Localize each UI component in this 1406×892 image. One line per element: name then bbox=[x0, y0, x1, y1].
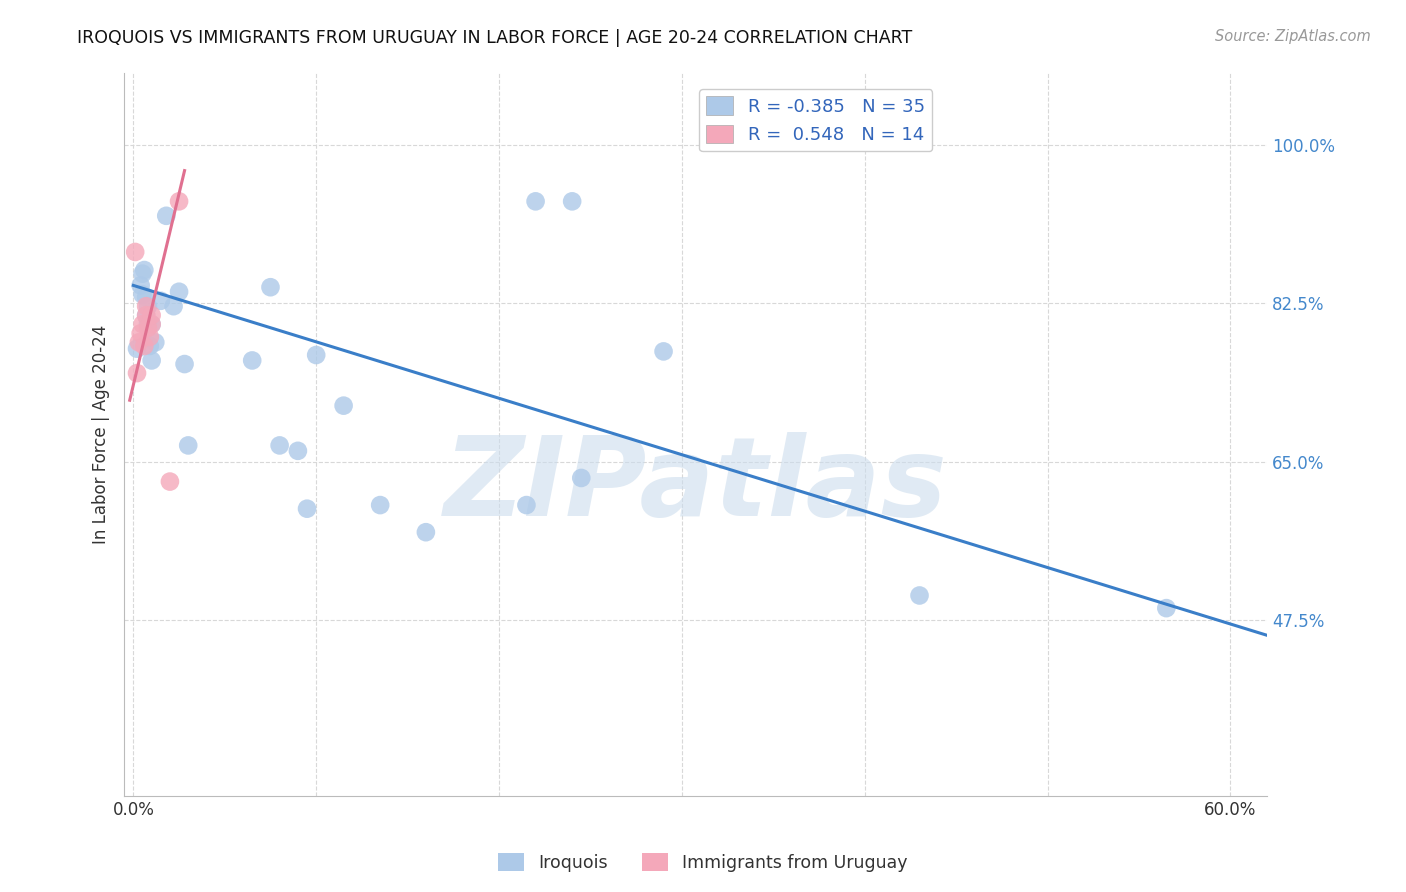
Text: ZIPatlas: ZIPatlas bbox=[444, 432, 948, 539]
Text: Source: ZipAtlas.com: Source: ZipAtlas.com bbox=[1215, 29, 1371, 44]
Point bbox=[269, 438, 291, 452]
Y-axis label: In Labor Force | Age 20-24: In Labor Force | Age 20-24 bbox=[93, 325, 110, 544]
Point bbox=[524, 194, 547, 209]
Point bbox=[167, 194, 190, 209]
Point bbox=[287, 443, 309, 458]
Point bbox=[167, 285, 190, 299]
Point bbox=[908, 589, 931, 603]
Point bbox=[135, 308, 157, 322]
Point bbox=[295, 501, 318, 516]
Point bbox=[159, 475, 181, 489]
Point bbox=[240, 353, 263, 368]
Point bbox=[131, 287, 153, 301]
Point bbox=[173, 357, 195, 371]
Point bbox=[124, 244, 146, 259]
Point bbox=[162, 299, 184, 313]
Point bbox=[141, 308, 163, 322]
Point bbox=[125, 342, 148, 356]
Point bbox=[415, 525, 437, 540]
Point bbox=[155, 209, 177, 223]
Point bbox=[1156, 601, 1178, 615]
Point bbox=[131, 318, 153, 332]
Point bbox=[515, 498, 537, 512]
Point bbox=[143, 335, 166, 350]
Point bbox=[136, 317, 159, 331]
Point bbox=[129, 278, 152, 293]
Point bbox=[131, 267, 153, 281]
Point bbox=[149, 293, 172, 308]
Point bbox=[136, 299, 159, 313]
Point bbox=[134, 263, 156, 277]
Point bbox=[141, 318, 163, 332]
Point bbox=[139, 330, 162, 344]
Point bbox=[332, 399, 354, 413]
Legend: Iroquois, Immigrants from Uruguay: Iroquois, Immigrants from Uruguay bbox=[491, 847, 915, 879]
Point bbox=[561, 194, 583, 209]
Point bbox=[129, 326, 152, 341]
Point bbox=[368, 498, 391, 512]
Point bbox=[177, 438, 200, 452]
Point bbox=[141, 353, 163, 368]
Point bbox=[136, 321, 159, 335]
Point bbox=[569, 471, 592, 485]
Point bbox=[135, 299, 157, 313]
Legend: R = -0.385   N = 35, R =  0.548   N = 14: R = -0.385 N = 35, R = 0.548 N = 14 bbox=[699, 89, 932, 152]
Point bbox=[652, 344, 675, 359]
Point bbox=[141, 318, 163, 332]
Point bbox=[135, 290, 157, 304]
Point bbox=[139, 339, 162, 353]
Point bbox=[135, 308, 157, 322]
Point bbox=[305, 348, 328, 362]
Point bbox=[128, 335, 150, 350]
Point bbox=[125, 366, 148, 380]
Point bbox=[259, 280, 281, 294]
Point bbox=[134, 339, 156, 353]
Text: IROQUOIS VS IMMIGRANTS FROM URUGUAY IN LABOR FORCE | AGE 20-24 CORRELATION CHART: IROQUOIS VS IMMIGRANTS FROM URUGUAY IN L… bbox=[77, 29, 912, 46]
